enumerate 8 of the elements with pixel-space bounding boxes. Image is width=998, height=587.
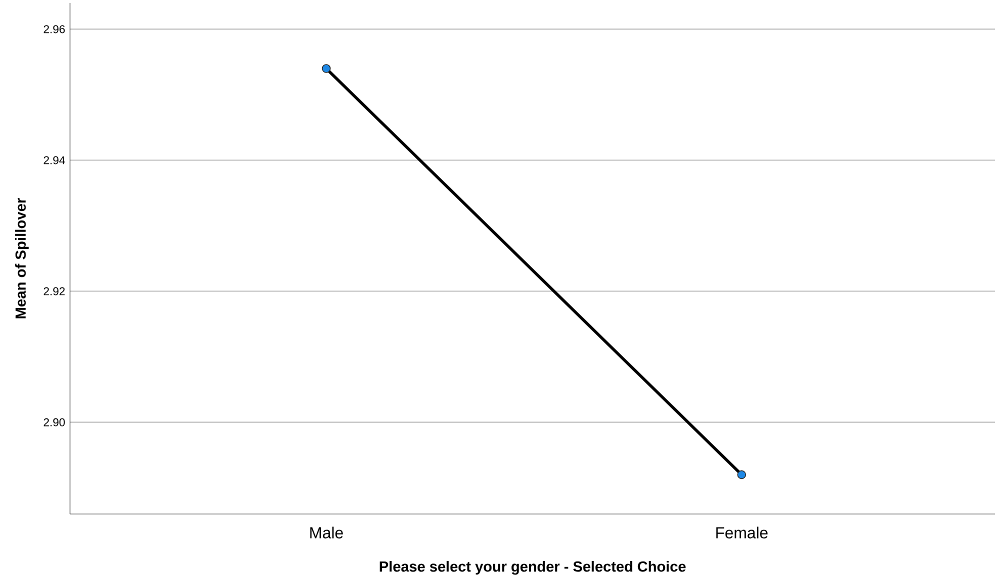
y-tick-label: 2.94 <box>44 156 65 164</box>
y-tick-label: 2.92 <box>44 287 65 296</box>
x-tick-label: Male <box>310 526 343 538</box>
x-axis-title: Please select your gender - Selected Choice <box>380 560 686 575</box>
y-tick-label: 2.90 <box>44 418 65 426</box>
y-axis-title: Mean of Spillover <box>15 198 29 318</box>
x-tick-label: Female <box>716 526 768 538</box>
y-tick-label: 2.96 <box>44 25 65 34</box>
